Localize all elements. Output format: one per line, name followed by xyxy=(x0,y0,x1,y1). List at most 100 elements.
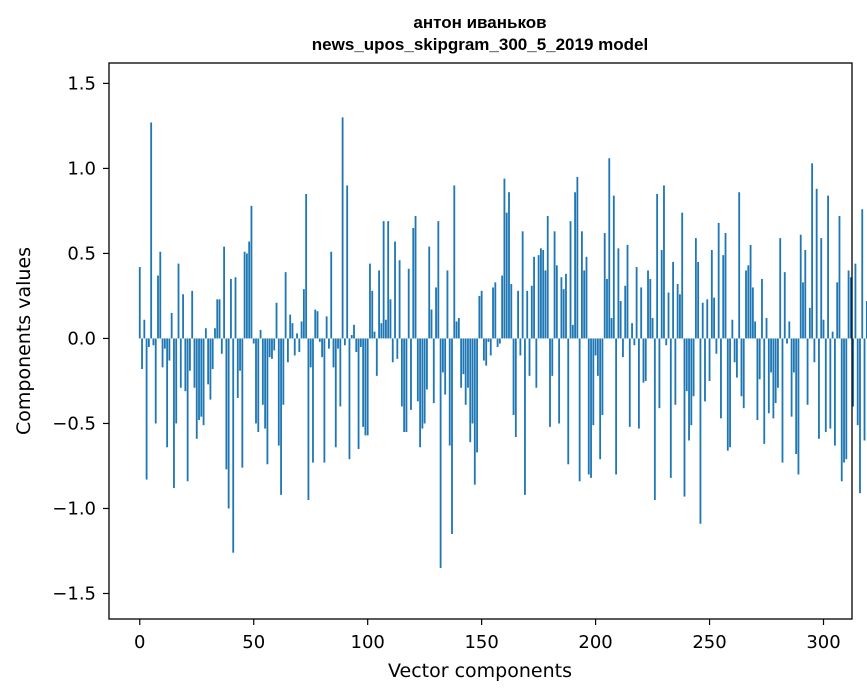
bar-component-184 xyxy=(558,338,561,424)
bar-component-250 xyxy=(708,338,711,381)
bar-component-105 xyxy=(378,270,380,339)
bar-component-195 xyxy=(583,270,586,339)
bar-component-50 xyxy=(252,338,255,344)
bar-component-295 xyxy=(811,163,814,339)
y-tick-label: −1.5 xyxy=(52,583,96,604)
x-tick-label: 200 xyxy=(578,632,612,653)
bar-component-54 xyxy=(261,338,264,405)
bar-component-182 xyxy=(553,231,556,339)
bar-component-278 xyxy=(772,338,775,419)
bar-component-176 xyxy=(539,248,542,339)
bar-component-153 xyxy=(487,338,490,342)
bar-component-37 xyxy=(223,246,225,339)
bar-component-7 xyxy=(154,338,157,424)
bar-component-133 xyxy=(441,338,444,373)
bar-component-125 xyxy=(423,338,426,424)
bar-component-272 xyxy=(758,338,761,380)
bar-component-96 xyxy=(357,338,360,449)
bar-component-92 xyxy=(348,338,351,460)
bar-component-171 xyxy=(528,338,531,376)
bar-component-262 xyxy=(735,338,738,378)
bar-component-112 xyxy=(394,241,396,339)
bar-component-248 xyxy=(704,338,706,402)
bar-component-45 xyxy=(241,338,244,468)
bar-component-215 xyxy=(628,338,631,427)
bar-component-261 xyxy=(733,338,736,363)
bar-component-130 xyxy=(435,287,437,339)
y-tick-label: −1.0 xyxy=(52,498,96,519)
bar-component-102 xyxy=(371,290,374,339)
bar-component-264 xyxy=(740,338,743,397)
bar-component-89 xyxy=(341,117,344,339)
bar-component-0 xyxy=(138,267,141,339)
bar-component-42 xyxy=(234,277,237,339)
bar-component-160 xyxy=(503,178,506,339)
bar-component-4 xyxy=(147,338,150,347)
bar-component-268 xyxy=(749,244,752,339)
bar-component-179 xyxy=(546,216,549,339)
bar-component-202 xyxy=(599,338,602,460)
bar-component-140 xyxy=(457,318,460,339)
bar-component-60 xyxy=(275,302,278,339)
bar-component-172 xyxy=(530,285,533,339)
bar-component-27 xyxy=(200,338,203,417)
bar-component-299 xyxy=(820,238,823,339)
bar-component-309 xyxy=(843,338,845,463)
bar-component-148 xyxy=(476,338,478,453)
bar-component-312 xyxy=(849,277,852,339)
bar-component-121 xyxy=(414,216,417,339)
bar-component-127 xyxy=(428,246,431,339)
bar-component-186 xyxy=(562,289,565,339)
bar-component-277 xyxy=(770,338,772,373)
bar-component-191 xyxy=(574,192,576,339)
bar-component-93 xyxy=(350,335,353,339)
bar-component-192 xyxy=(576,176,579,339)
bar-component-314 xyxy=(854,263,857,339)
bar-component-10 xyxy=(161,338,164,368)
bar-component-282 xyxy=(781,338,784,463)
bar-component-154 xyxy=(489,338,492,356)
bar-component-142 xyxy=(462,338,465,375)
bar-component-143 xyxy=(464,338,467,405)
bar-component-296 xyxy=(813,338,816,363)
bar-component-276 xyxy=(767,338,770,414)
bar-component-94 xyxy=(353,324,355,339)
bar-component-110 xyxy=(389,299,392,339)
bar-component-144 xyxy=(467,338,469,388)
bar-component-8 xyxy=(157,275,159,339)
bar-component-26 xyxy=(198,338,200,421)
bar-component-289 xyxy=(797,338,800,475)
bar-component-55 xyxy=(264,338,267,429)
bar-component-216 xyxy=(631,323,633,339)
bar-component-48 xyxy=(248,241,251,339)
bar-component-224 xyxy=(649,278,652,339)
bar-component-59 xyxy=(273,338,276,351)
bar-component-62 xyxy=(280,338,282,495)
bar-component-158 xyxy=(498,338,501,344)
bar-component-255 xyxy=(720,338,722,419)
bar-component-239 xyxy=(683,338,686,497)
bar-component-136 xyxy=(448,338,451,446)
bar-component-205 xyxy=(606,278,608,339)
bar-component-212 xyxy=(622,338,624,358)
bar-component-81 xyxy=(323,338,326,463)
bar-component-245 xyxy=(697,261,700,339)
bar-component-238 xyxy=(681,212,684,339)
bar-component-68 xyxy=(293,338,296,356)
bar-component-315 xyxy=(856,338,859,426)
bar-component-163 xyxy=(510,284,513,339)
bar-component-64 xyxy=(284,272,287,339)
bar-component-73 xyxy=(305,193,308,339)
bar-component-12 xyxy=(166,338,169,448)
bar-component-156 xyxy=(494,282,497,339)
bar-component-13 xyxy=(168,338,171,361)
bar-component-32 xyxy=(211,338,214,370)
bar-component-162 xyxy=(508,192,510,339)
bar-component-51 xyxy=(255,338,257,424)
bar-component-23 xyxy=(191,290,194,339)
bar-component-232 xyxy=(667,292,670,339)
bar-component-126 xyxy=(426,338,428,390)
bar-component-208 xyxy=(612,195,615,339)
bar-component-150 xyxy=(480,290,483,339)
bar-component-20 xyxy=(184,338,187,392)
